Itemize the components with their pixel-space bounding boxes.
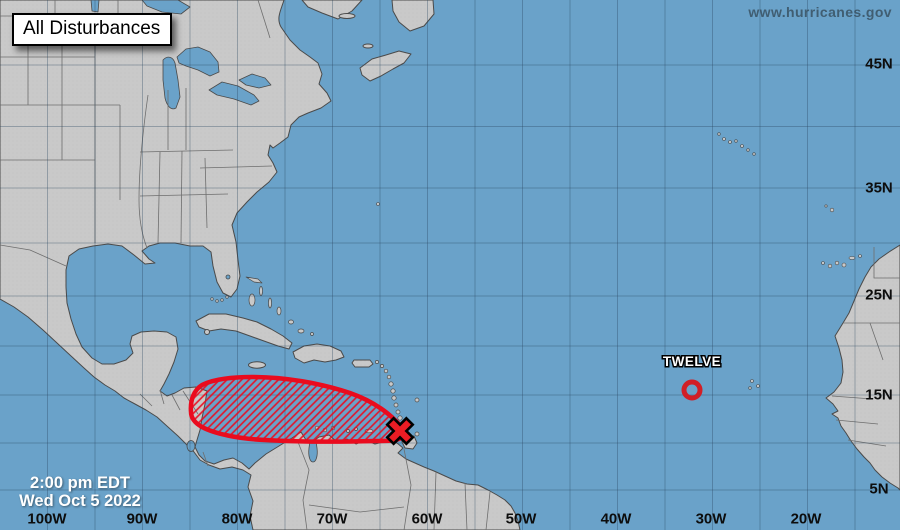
lake-nicaragua <box>186 440 196 452</box>
isla-juventud <box>204 329 210 335</box>
lake-huron <box>176 46 220 77</box>
newfoundland-island <box>391 0 435 32</box>
africa-landmass <box>825 244 900 491</box>
red-circle-outline-icon <box>681 379 703 401</box>
lakes <box>90 0 318 463</box>
azores-islands <box>717 132 756 156</box>
lake-okeechobee <box>225 274 231 280</box>
puerto-rico <box>351 359 374 368</box>
bahamas-islands <box>245 276 314 336</box>
cape-verde-islands <box>748 379 760 390</box>
jamaica <box>248 361 266 369</box>
red-x-icon <box>385 416 415 446</box>
madeira-islands <box>824 204 835 213</box>
small-islands <box>210 202 380 303</box>
canary-islands <box>821 254 862 269</box>
hispaniola <box>292 343 345 364</box>
anticosti-island <box>338 13 356 19</box>
nova-scotia <box>359 50 412 82</box>
americas-landmass <box>0 0 521 530</box>
lake-ontario <box>238 73 272 89</box>
lake-superior <box>141 0 191 15</box>
gaspe-peninsula <box>301 0 363 20</box>
lake-maracaibo <box>308 440 318 463</box>
lake-michigan <box>162 56 181 110</box>
lake-winnipeg-area <box>90 0 100 13</box>
cuba <box>195 313 293 350</box>
prince-edward-island <box>362 43 374 49</box>
lake-erie <box>208 81 260 106</box>
storm-twelve-label: TWELVE <box>663 354 721 369</box>
